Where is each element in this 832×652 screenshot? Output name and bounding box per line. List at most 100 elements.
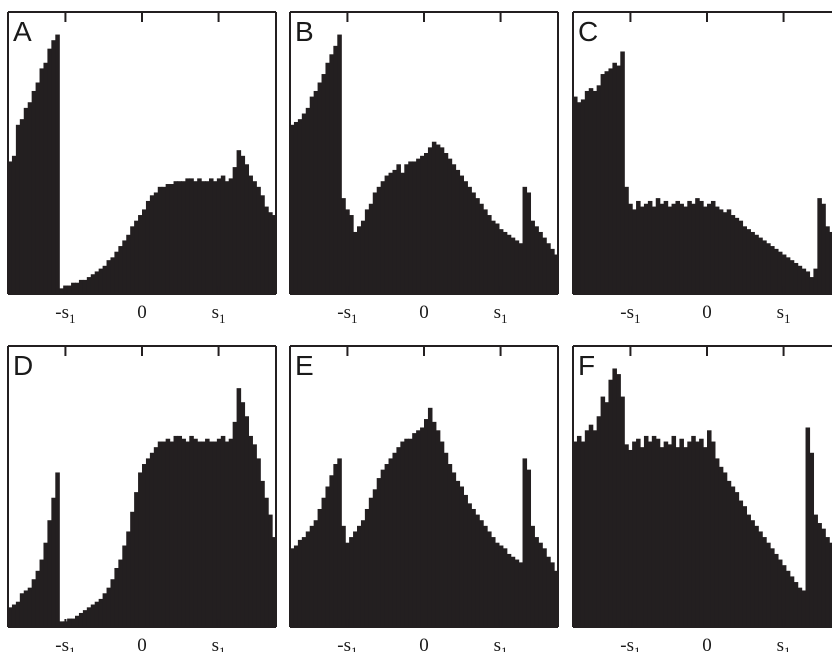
histogram-bar: [240, 402, 246, 627]
histogram-bar: [153, 192, 159, 294]
histogram-bar: [11, 604, 17, 627]
histogram-bar: [177, 435, 183, 627]
histogram-bar: [435, 430, 441, 627]
histogram-bar: [55, 34, 60, 295]
tick-label: -s1: [55, 302, 75, 326]
histogram-bar: [695, 441, 700, 627]
tick-subscript: 1: [501, 644, 508, 652]
histogram-bar: [530, 525, 535, 627]
histogram-bar: [353, 531, 358, 627]
histogram-bar: [75, 615, 80, 627]
histogram-bar: [232, 421, 238, 627]
histogram-bar: [142, 209, 147, 294]
panel-label: E: [295, 350, 314, 381]
histogram-bar: [313, 90, 319, 295]
histogram-bar: [59, 621, 64, 627]
histogram-bar: [479, 520, 484, 627]
histogram-bar: [542, 237, 547, 294]
histogram-bar: [98, 268, 104, 294]
histogram-bar: [659, 203, 665, 294]
histogram-bar: [809, 277, 815, 294]
histogram-bar: [526, 469, 532, 627]
histogram-bar: [368, 203, 374, 294]
histogram-bar: [272, 215, 276, 294]
histogram-bar: [420, 427, 425, 627]
histogram-bar: [228, 178, 234, 294]
histogram-bar: [522, 458, 528, 627]
histogram-bar: [86, 607, 92, 627]
histogram-bar: [451, 472, 457, 627]
histogram-bar: [746, 229, 751, 294]
histogram-bar: [588, 88, 594, 294]
histogram-bar: [173, 435, 179, 627]
histogram-bar: [134, 492, 139, 627]
histogram-bar: [301, 113, 307, 295]
histogram-bar: [447, 464, 453, 627]
histogram-bar: [455, 169, 461, 294]
histogram-bar: [216, 438, 222, 627]
histogram-bar: [165, 438, 171, 627]
tick-subscript: 1: [69, 311, 76, 326]
histogram-bar: [785, 570, 791, 627]
histogram-bar: [290, 548, 295, 627]
histogram-bar: [420, 155, 425, 294]
histogram-bar: [244, 416, 250, 627]
histogram-bar: [588, 424, 594, 627]
histogram-bar: [667, 206, 673, 294]
histogram-bar: [90, 604, 96, 627]
histogram-bar: [467, 186, 472, 294]
histogram-bar: [23, 590, 29, 627]
histogram-bar: [75, 282, 80, 294]
histogram-bar: [506, 553, 512, 627]
histogram-bar: [781, 254, 787, 294]
histogram-bar: [463, 181, 468, 294]
histogram-bar: [699, 200, 704, 294]
histogram-bar: [608, 68, 614, 295]
histogram-bar: [502, 231, 508, 294]
histogram-bar: [494, 223, 500, 294]
histogram-bar: [447, 158, 453, 294]
histogram-bar: [443, 452, 449, 627]
histogram-bar: [459, 486, 465, 627]
histogram-bar: [754, 234, 759, 294]
tick-subscript: 1: [634, 644, 641, 652]
histogram-bar: [640, 447, 645, 627]
histogram-bar: [546, 243, 551, 294]
histogram-bar: [576, 102, 582, 295]
histogram-bar: [220, 435, 226, 627]
histogram-bar: [526, 192, 532, 294]
histogram-bar: [427, 147, 433, 294]
histogram-bar: [754, 525, 759, 627]
tick-label: -s1: [55, 635, 75, 652]
tick-subscript: 1: [351, 644, 358, 652]
histogram-bar: [404, 438, 409, 627]
histogram-bar: [710, 441, 716, 627]
histogram-bar: [722, 472, 728, 627]
histogram-bar: [157, 441, 163, 627]
tick-subscript: 1: [219, 311, 226, 326]
histogram-bar: [640, 206, 645, 294]
histogram-bar: [252, 444, 257, 627]
histogram-bar: [671, 435, 677, 627]
histogram-bar: [679, 438, 684, 627]
histogram-bar: [600, 396, 606, 627]
histogram-bar: [78, 279, 84, 294]
histogram-bar: [742, 226, 748, 294]
histogram-bar: [329, 54, 334, 294]
histogram-bar: [169, 441, 175, 627]
histogram-bar: [522, 186, 528, 294]
panel-e: -s1 0 s1 E: [289, 345, 559, 652]
histogram-bar: [809, 452, 815, 627]
histogram-bar: [738, 500, 744, 627]
histogram-bar: [305, 531, 311, 627]
histogram-bar: [592, 430, 598, 627]
histogram-bar: [770, 246, 775, 294]
histogram-bar: [345, 542, 350, 627]
histogram-bar: [67, 618, 72, 627]
histogram-bar: [27, 587, 33, 627]
panel-label: D: [13, 350, 33, 381]
histogram-bar: [797, 265, 803, 294]
histogram-bar: [687, 200, 692, 294]
histogram-bar: [19, 119, 25, 294]
histogram-bar: [380, 181, 386, 294]
